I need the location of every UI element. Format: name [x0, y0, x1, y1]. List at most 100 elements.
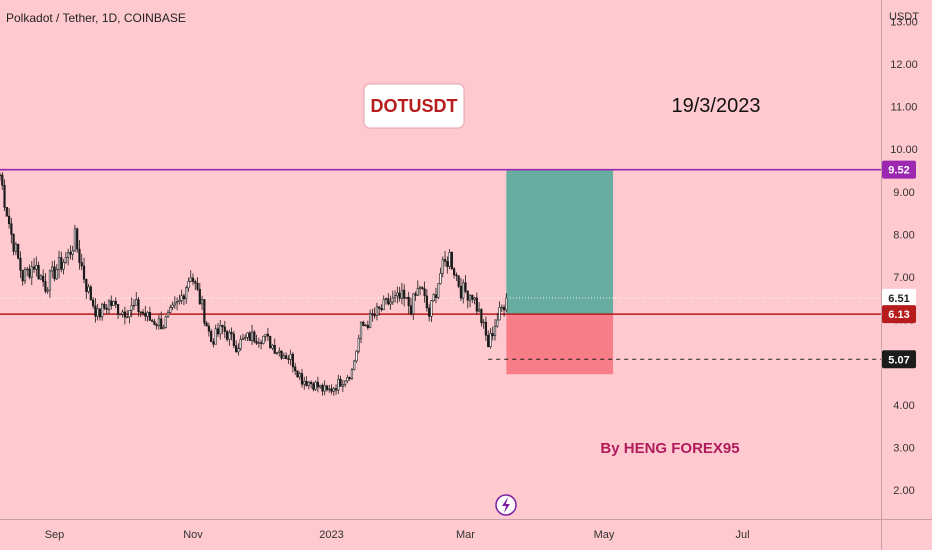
candle-body — [180, 295, 183, 301]
candle-body — [480, 309, 483, 323]
candle-body — [200, 299, 204, 305]
candle-body — [98, 308, 102, 318]
candle-body — [273, 345, 276, 354]
candle-body — [173, 302, 176, 306]
candle-body — [275, 352, 279, 354]
candle-body — [300, 373, 304, 385]
candle-body — [189, 277, 192, 282]
candle-body — [121, 311, 124, 315]
candle-body — [232, 333, 235, 346]
candle-body — [114, 300, 117, 305]
candle-body — [225, 331, 229, 340]
candle-body — [421, 287, 424, 290]
candle-body — [350, 369, 354, 379]
candle-body — [457, 275, 460, 287]
candle-body — [453, 268, 456, 276]
candle-body — [339, 378, 342, 387]
candle-body — [425, 295, 428, 309]
candle-body — [82, 265, 86, 280]
candle-body — [144, 313, 147, 317]
candle-body — [123, 311, 126, 318]
candle-body — [269, 335, 272, 349]
time-tick-label: May — [594, 529, 615, 541]
candle-body — [37, 265, 40, 280]
candle-body — [312, 383, 315, 390]
candle-body — [305, 381, 308, 386]
candle-body — [39, 275, 42, 280]
candle-body — [344, 380, 347, 385]
candle-body — [32, 266, 36, 270]
candle-body — [443, 259, 447, 262]
candle-body — [432, 294, 435, 302]
candle-body — [487, 335, 490, 347]
candle-body — [316, 381, 319, 388]
candle-body — [12, 233, 15, 252]
candle-body — [496, 319, 499, 327]
candle-body — [428, 307, 431, 317]
candle-body — [464, 282, 467, 292]
time-axis[interactable]: Sep Nov 2023 Mar May Jul — [45, 529, 750, 541]
candle-body — [46, 289, 49, 292]
candle-body — [228, 332, 231, 340]
candle-body — [55, 269, 58, 280]
candle-body — [166, 312, 170, 318]
candle-body — [505, 297, 508, 311]
candle-body — [60, 257, 63, 270]
candle-body — [448, 252, 451, 267]
candle-body — [219, 324, 222, 335]
author-label: By HENG FOREX95 — [600, 440, 739, 457]
candle-body — [353, 360, 356, 370]
candle-body — [130, 305, 133, 311]
candle-body — [153, 321, 156, 325]
candle-body — [69, 252, 72, 255]
candle-body — [446, 260, 449, 267]
candle-body — [393, 295, 397, 299]
candle-body — [141, 311, 145, 314]
candle-body — [484, 321, 488, 336]
candlestick-series — [0, 171, 508, 396]
candle-body — [391, 297, 394, 303]
candle-body — [191, 277, 195, 282]
candle-body — [239, 339, 242, 349]
candle-body — [418, 287, 422, 289]
price-label-box — [882, 288, 916, 307]
candle-body — [187, 280, 190, 289]
lightning-icon[interactable] — [495, 494, 517, 516]
candle-body — [260, 342, 263, 344]
candle-body — [441, 259, 444, 274]
candle-body — [139, 311, 142, 313]
candle-body — [389, 301, 392, 305]
candle-body — [196, 282, 199, 290]
candle-body — [298, 373, 301, 378]
ticker-label-box[interactable] — [363, 83, 465, 129]
candle-body — [101, 303, 104, 318]
candle-body — [23, 269, 27, 282]
price-tick-label: 7.00 — [893, 272, 914, 284]
candle-body — [80, 262, 83, 267]
price-labels: 9.52 6.51 6.13 5.07 — [882, 160, 916, 369]
candle-body — [148, 312, 151, 321]
candle-body — [319, 384, 322, 388]
candle-body — [28, 268, 31, 278]
position-zones — [0, 169, 881, 375]
candle-body — [182, 295, 186, 300]
candle-body — [287, 358, 290, 360]
candle-body — [21, 269, 24, 282]
price-tick-label: 2.00 — [893, 485, 914, 497]
candle-body — [5, 207, 8, 217]
stop-zone — [506, 314, 614, 375]
candle-body — [382, 299, 385, 310]
candle-body — [416, 288, 419, 296]
candle-body — [250, 331, 254, 341]
price-tick-label: 3.00 — [893, 443, 914, 455]
candle-body — [450, 252, 453, 270]
candle-body — [309, 381, 313, 385]
candle-body — [400, 289, 403, 299]
candle-body — [303, 381, 306, 385]
candle-body — [280, 350, 283, 359]
candle-body — [468, 294, 472, 301]
candle-body — [73, 228, 77, 252]
candle-body — [0, 174, 2, 177]
